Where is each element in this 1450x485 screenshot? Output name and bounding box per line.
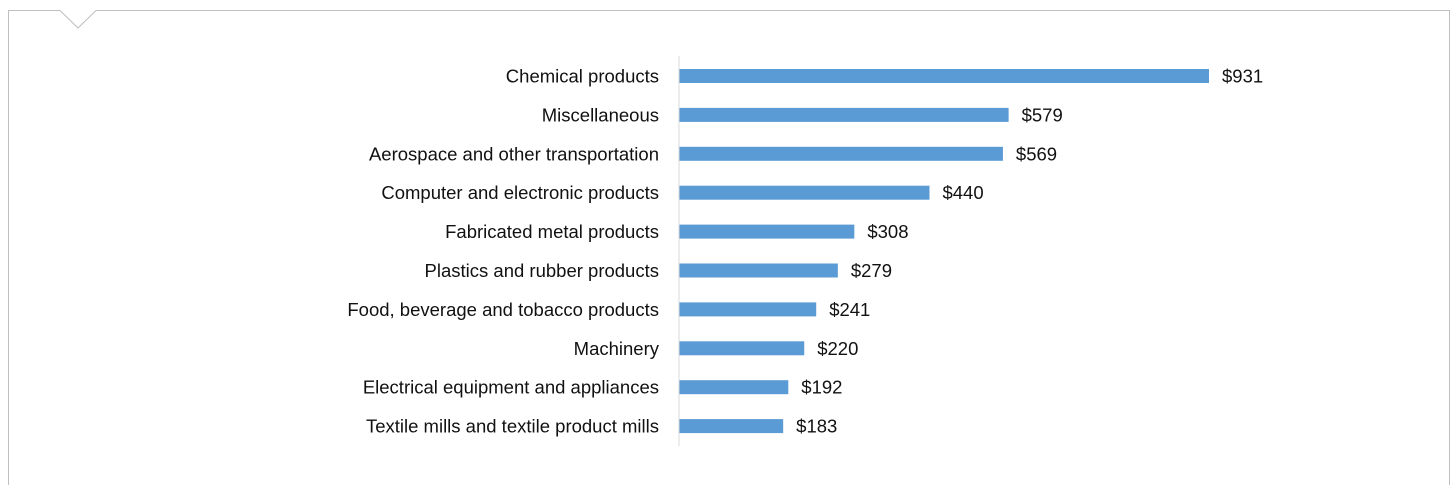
bar: [679, 341, 805, 356]
bar: [679, 263, 838, 278]
bar: [679, 419, 784, 434]
data-label: $279: [851, 260, 892, 281]
data-label: $183: [796, 416, 837, 437]
bar: [679, 224, 855, 239]
bar: [679, 146, 1003, 161]
category-labels: Chemical products Miscellaneous Aerospace …: [347, 66, 659, 437]
bar: [679, 107, 1009, 122]
data-label: $440: [942, 182, 983, 203]
category-label: Computer and electronic products: [381, 182, 659, 203]
bars: [679, 69, 1209, 434]
category-label: Miscellaneous: [542, 104, 659, 125]
data-label: $569: [1016, 143, 1057, 164]
category-label: Chemical products: [506, 66, 659, 87]
data-label: $308: [867, 221, 908, 242]
data-label: $579: [1022, 104, 1063, 125]
category-label: Plastics and rubber products: [425, 260, 659, 281]
category-label: Electrical equipment and appliances: [363, 377, 659, 398]
category-label: Machinery: [574, 338, 660, 359]
category-label: Textile mills and textile product mills: [366, 416, 659, 437]
data-label: $931: [1222, 66, 1263, 87]
data-label: $192: [801, 377, 842, 398]
bar: [679, 302, 817, 317]
category-label: Fabricated metal products: [445, 221, 659, 242]
data-label: $220: [817, 338, 858, 359]
data-label: $241: [829, 299, 870, 320]
bar: [679, 380, 789, 395]
category-label: Food, beverage and tobacco products: [347, 299, 659, 320]
bar: [679, 69, 1209, 83]
value-labels: $931 $579 $569 $440 $308 $279 $241 $220 $192 $183: [796, 66, 1263, 437]
category-label: Aerospace and other transportation: [369, 143, 659, 164]
bar: [679, 185, 930, 200]
